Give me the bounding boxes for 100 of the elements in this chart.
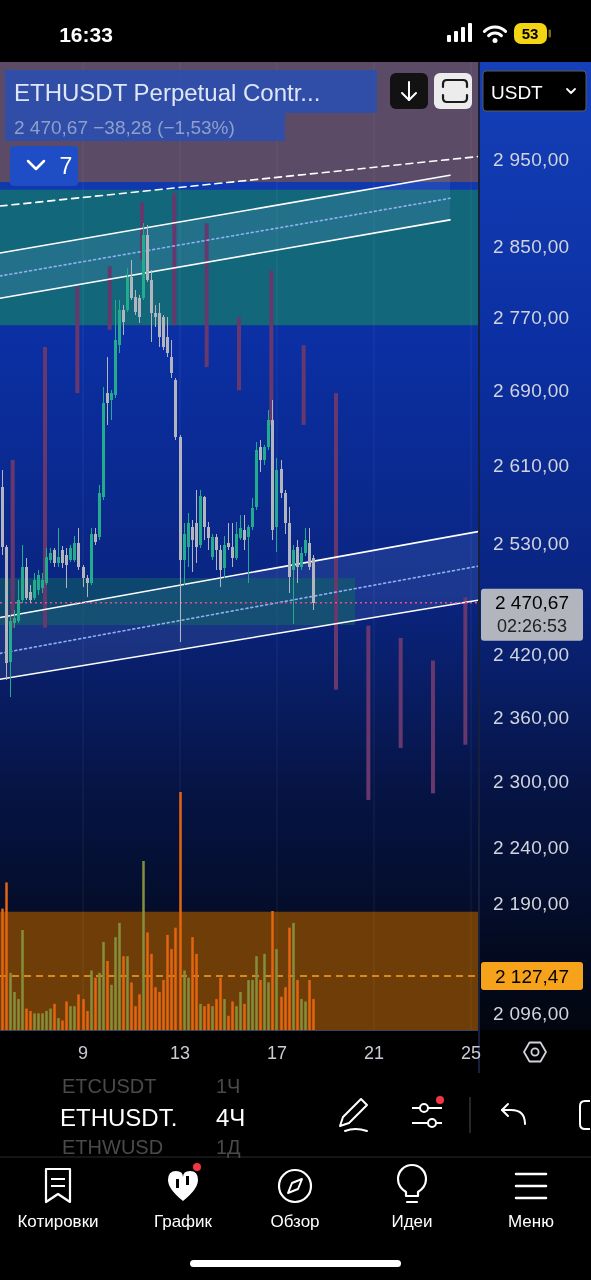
candlestick bbox=[106, 356, 109, 426]
bar bbox=[90, 970, 93, 1030]
bar bbox=[69, 1006, 72, 1030]
x-tick-label: 25 bbox=[460, 1043, 482, 1063]
x-tick-label: 9 bbox=[78, 1043, 89, 1063]
bar bbox=[204, 223, 209, 368]
candlestick bbox=[300, 546, 303, 571]
candlestick bbox=[37, 569, 40, 596]
bar bbox=[53, 1003, 56, 1030]
y-tick-label: 2 950,00 bbox=[493, 149, 570, 171]
y-tick-label: 2 096,00 bbox=[493, 1002, 570, 1024]
y-tick-label: 2 850,00 bbox=[493, 235, 570, 257]
candlestick bbox=[215, 533, 218, 571]
bar bbox=[107, 266, 112, 330]
candlestick bbox=[33, 572, 36, 601]
candlestick bbox=[191, 519, 194, 573]
bar bbox=[292, 922, 295, 1030]
bar bbox=[57, 1018, 60, 1030]
candlestick bbox=[73, 535, 76, 563]
bar bbox=[10, 459, 15, 628]
ref-line-label: 2 470,67 bbox=[495, 592, 569, 614]
candlestick bbox=[53, 547, 56, 568]
bar bbox=[304, 1001, 307, 1030]
bar bbox=[463, 597, 468, 745]
text: USDT bbox=[491, 81, 544, 103]
bar bbox=[29, 1010, 32, 1030]
candlestick bbox=[57, 527, 60, 568]
candlestick bbox=[223, 535, 226, 579]
ref-line-label: 2 127,47 bbox=[495, 965, 569, 987]
text: 4Ч bbox=[216, 1103, 246, 1131]
y-tick-label: 2 420,00 bbox=[493, 643, 570, 665]
bar bbox=[45, 1010, 48, 1030]
bar bbox=[398, 637, 403, 748]
y-tick-label: 2 360,00 bbox=[493, 706, 570, 728]
bar bbox=[75, 286, 80, 394]
bar bbox=[77, 994, 80, 1030]
text: Идеи bbox=[391, 1211, 433, 1231]
bar bbox=[203, 1006, 206, 1030]
bar bbox=[37, 1013, 40, 1030]
text: ETCUSDT bbox=[62, 1075, 157, 1097]
bar bbox=[207, 1003, 210, 1030]
text: 1Д bbox=[216, 1136, 242, 1158]
candlestick bbox=[86, 574, 89, 598]
bar bbox=[263, 953, 266, 1030]
candlestick bbox=[251, 497, 254, 531]
candlestick bbox=[227, 522, 230, 551]
bar bbox=[82, 999, 85, 1030]
candlestick bbox=[65, 547, 68, 589]
bar bbox=[138, 994, 141, 1030]
bar bbox=[211, 1006, 214, 1030]
y-tick-label: 2 770,00 bbox=[493, 306, 570, 328]
text: 16:33 bbox=[59, 22, 113, 46]
candlestick bbox=[61, 545, 64, 569]
bar bbox=[9, 972, 12, 1030]
y-tick-label: 2 240,00 bbox=[493, 836, 570, 858]
bar bbox=[146, 932, 149, 1030]
text: ETHWUSD bbox=[62, 1136, 164, 1158]
bar bbox=[296, 980, 299, 1030]
y-tick-label: 2 300,00 bbox=[493, 770, 570, 792]
text: 1Ч bbox=[216, 1075, 241, 1097]
bar bbox=[223, 999, 226, 1030]
bar bbox=[275, 949, 278, 1030]
bar bbox=[172, 193, 177, 326]
bar bbox=[106, 960, 109, 1030]
bar bbox=[271, 911, 274, 1030]
y-tick-label: 2 690,00 bbox=[493, 379, 570, 401]
bar bbox=[288, 927, 291, 1030]
x-tick-label: 17 bbox=[266, 1043, 288, 1063]
bar bbox=[199, 1003, 202, 1030]
candlestick bbox=[211, 533, 214, 561]
bar bbox=[300, 999, 303, 1030]
bar bbox=[255, 956, 258, 1030]
bar bbox=[166, 934, 169, 1030]
bar bbox=[130, 982, 133, 1030]
candlestick bbox=[122, 304, 125, 336]
bar bbox=[239, 991, 242, 1030]
candlestick bbox=[259, 439, 262, 473]
text: ETHUSDT. bbox=[60, 1103, 178, 1131]
bar bbox=[247, 980, 250, 1030]
bar bbox=[219, 977, 222, 1030]
bar bbox=[41, 1013, 44, 1030]
bar bbox=[65, 1001, 68, 1030]
bar bbox=[126, 956, 129, 1030]
candlestick bbox=[247, 524, 250, 584]
text: Обзор bbox=[270, 1211, 320, 1231]
text: 2 470,67 −38,28 (−1,53%) bbox=[14, 116, 235, 138]
bar bbox=[142, 861, 145, 1030]
bar bbox=[430, 660, 435, 794]
bar bbox=[366, 625, 371, 800]
candlestick bbox=[77, 527, 80, 571]
text: ETHUSDT Perpetual Contr... bbox=[14, 78, 321, 106]
bar bbox=[183, 970, 186, 1030]
candlestick bbox=[231, 522, 234, 568]
bar bbox=[25, 1008, 28, 1030]
candlestick bbox=[243, 514, 246, 551]
x-tick-label: 13 bbox=[169, 1043, 191, 1063]
candlestick bbox=[170, 339, 173, 379]
text: Меню bbox=[508, 1211, 555, 1231]
bar bbox=[33, 1013, 36, 1030]
bar bbox=[237, 317, 241, 391]
